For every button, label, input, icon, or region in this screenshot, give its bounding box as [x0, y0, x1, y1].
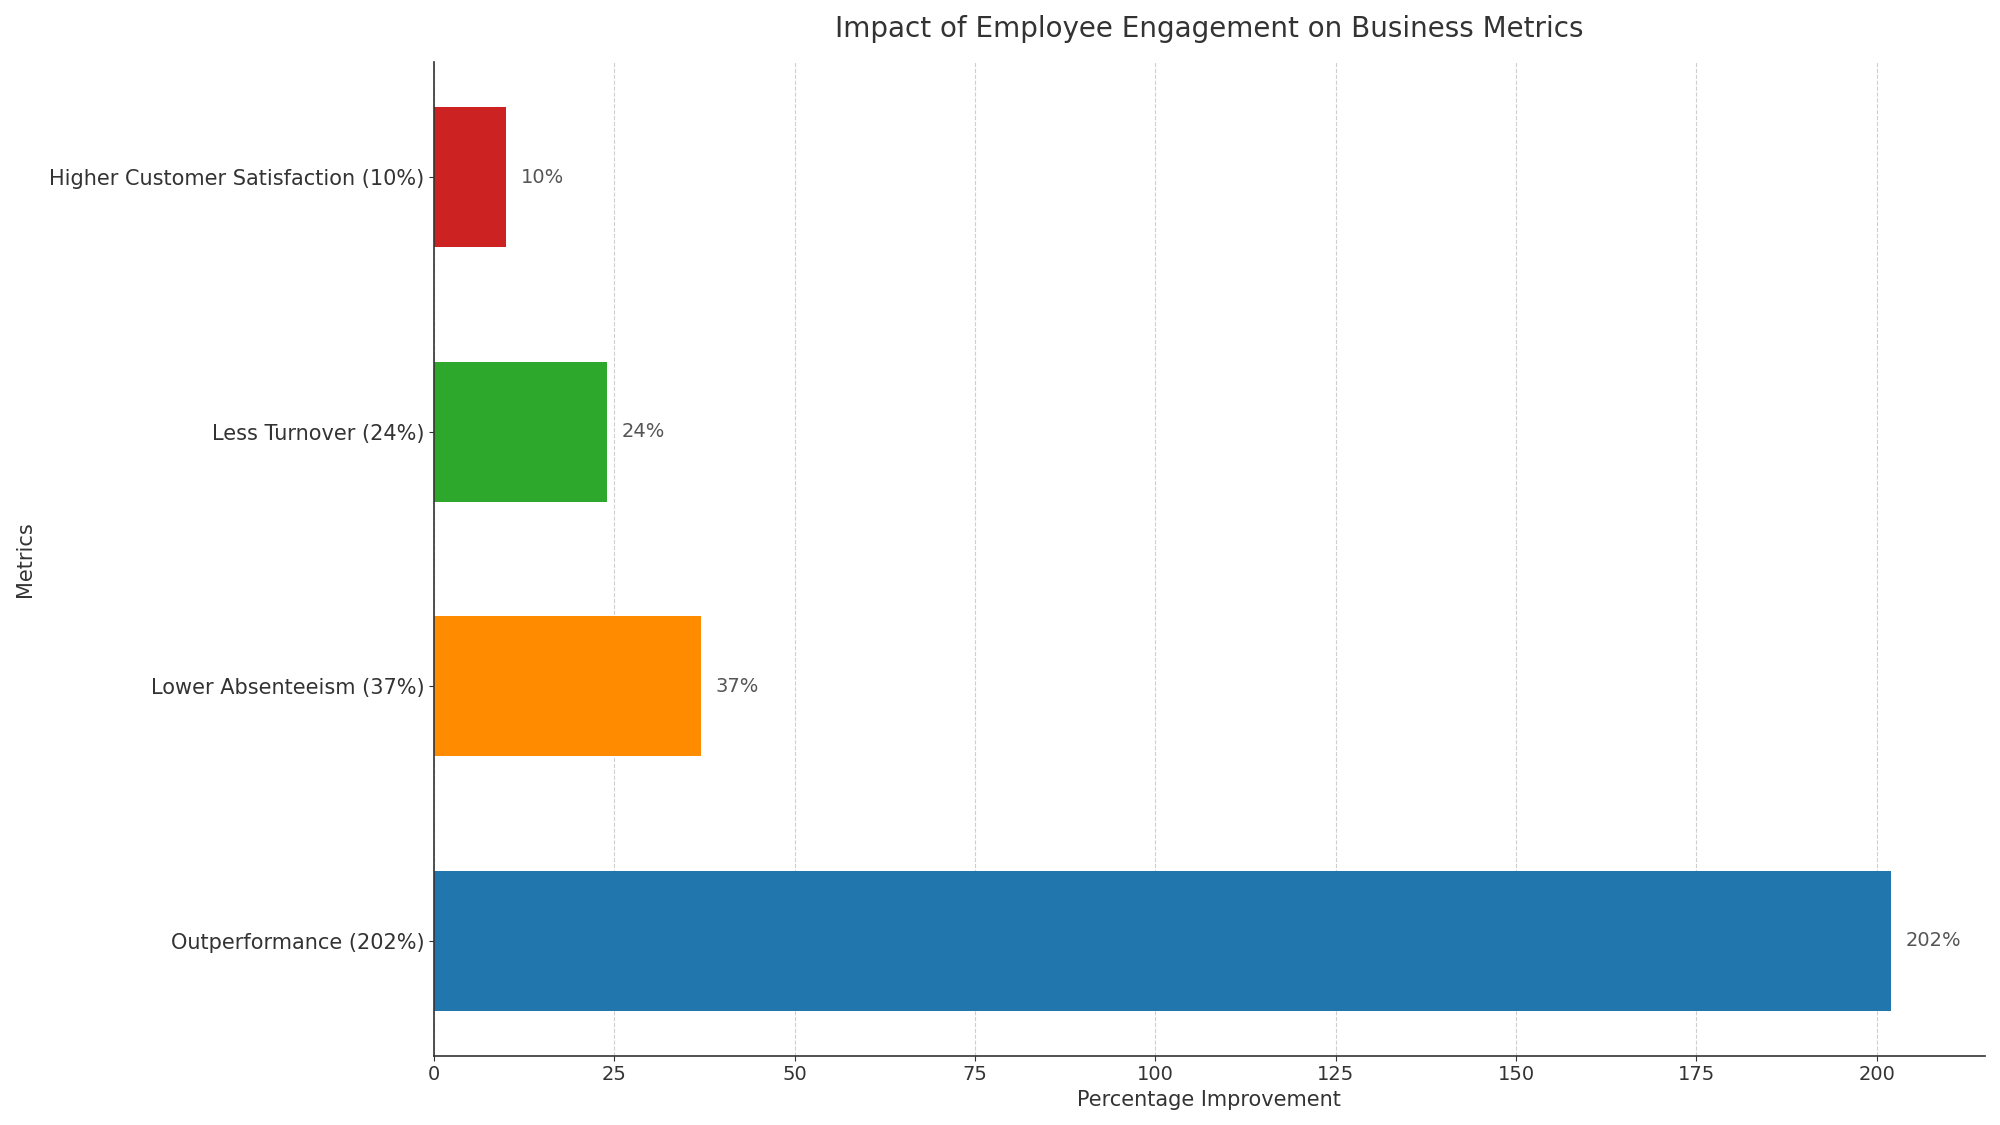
Text: 202%: 202%: [1906, 932, 1962, 951]
Title: Impact of Employee Engagement on Business Metrics: Impact of Employee Engagement on Busines…: [836, 15, 1584, 43]
Text: 24%: 24%: [622, 422, 664, 441]
Y-axis label: Metrics: Metrics: [16, 521, 36, 596]
Bar: [434, 361, 608, 502]
Text: 37%: 37%: [716, 676, 758, 695]
Bar: [434, 107, 506, 248]
X-axis label: Percentage Improvement: Percentage Improvement: [1078, 1090, 1342, 1110]
Bar: [434, 616, 700, 756]
Text: 10%: 10%: [520, 168, 564, 187]
Bar: [434, 871, 1892, 1010]
